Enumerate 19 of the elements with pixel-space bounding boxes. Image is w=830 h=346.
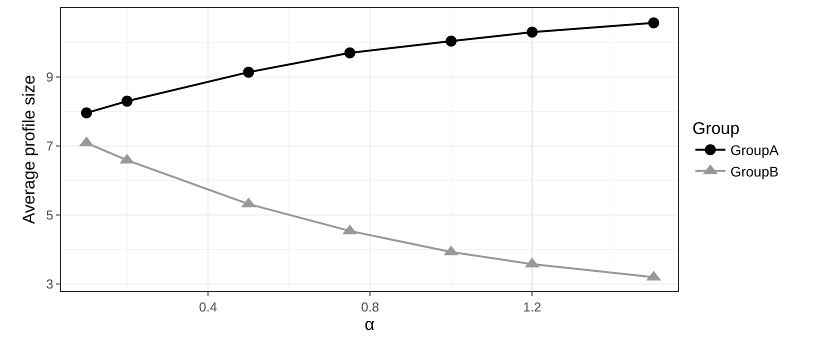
point: [344, 47, 356, 58]
point: [526, 26, 538, 38]
legend-label: GroupA: [730, 142, 780, 158]
x-tick-label: 0.8: [361, 300, 380, 315]
y-axis-title: Average profile size: [20, 75, 39, 224]
legend-title: Group: [692, 119, 740, 138]
point: [446, 36, 457, 47]
point: [81, 107, 92, 118]
x-axis-title: α: [364, 315, 375, 334]
point: [243, 66, 254, 78]
y-tick-label: 5: [46, 208, 54, 223]
point: [122, 96, 133, 107]
y-tick-label: 7: [46, 138, 54, 154]
x-tick-label: 1.2: [523, 300, 542, 315]
y-tick-label: 3: [46, 276, 54, 292]
legend-label: GroupB: [730, 163, 779, 180]
point: [648, 17, 660, 28]
x-tick-label: 0.4: [199, 300, 218, 315]
y-tick-label: 9: [46, 70, 54, 85]
